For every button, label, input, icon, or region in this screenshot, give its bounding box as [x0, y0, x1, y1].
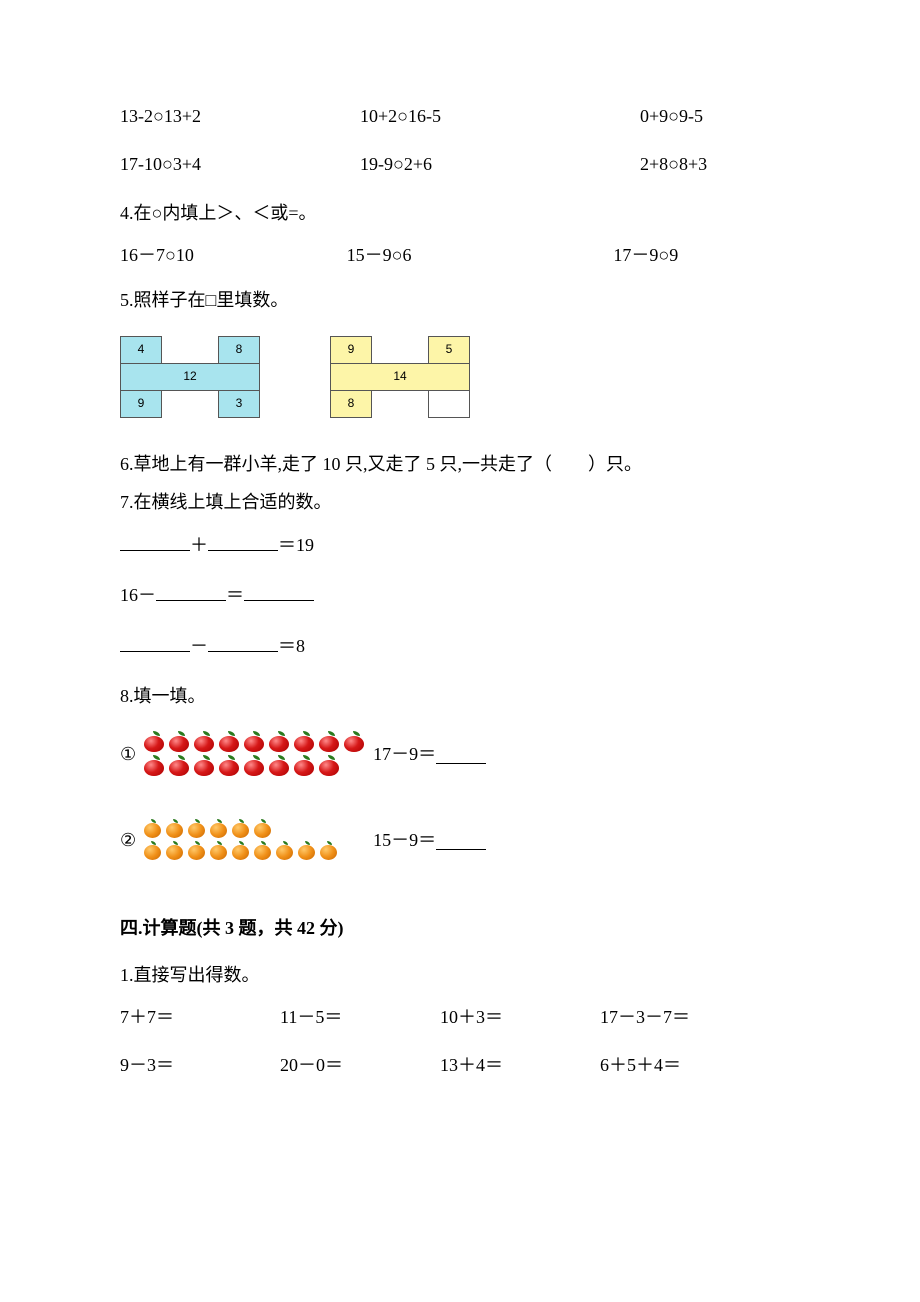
comparison-row-2: 17-10○3+4 19-9○2+6 2+8○8+3 — [120, 148, 800, 180]
eq-suffix: ＝8 — [278, 636, 305, 656]
orange-icon — [296, 840, 318, 862]
expr: 11－5＝ — [280, 1001, 440, 1033]
q7-eq2: 16－＝ — [120, 579, 800, 611]
blank — [120, 531, 190, 551]
orange-icon — [164, 818, 186, 840]
item-label: ② — [120, 824, 136, 856]
blank — [120, 632, 190, 652]
comparison-row-1: 13-2○13+2 10+2○16-5 0+9○9-5 — [120, 100, 800, 132]
cell-bot-right: 3 — [218, 390, 260, 418]
expr: 6＋5＋4＝ — [600, 1049, 780, 1081]
apple-group — [142, 730, 367, 778]
cell-top-left: 9 — [330, 336, 372, 364]
apple-icon — [217, 730, 242, 754]
orange-icon — [252, 840, 274, 862]
q4-items: 16－7○10 15－9○6 17－9○9 — [120, 239, 800, 271]
orange-icon — [186, 840, 208, 862]
apple-icon — [292, 754, 317, 778]
blank — [244, 581, 314, 601]
expr: 13-2○13+2 — [120, 100, 280, 132]
apple-icon — [342, 730, 367, 754]
eq-suffix: ＝19 — [278, 535, 314, 555]
orange-icon — [208, 818, 230, 840]
expr: 17－9○9 — [533, 239, 800, 271]
expr: 17－3－7＝ — [600, 1001, 780, 1033]
blank — [436, 744, 486, 764]
expr: 15－9＝ — [373, 824, 436, 856]
cell-top-right: 5 — [428, 336, 470, 364]
orange-icon — [142, 840, 164, 862]
expr: 7＋7＝ — [120, 1001, 280, 1033]
apple-icon — [192, 754, 217, 778]
eq-prefix: 16－ — [120, 585, 156, 605]
apple-icon — [142, 754, 167, 778]
expr: 15－9○6 — [307, 239, 534, 271]
cell-top-left: 4 — [120, 336, 162, 364]
q5-figure-2: 9 5 14 8 — [330, 336, 470, 418]
expr: 9－3＝ — [120, 1049, 280, 1081]
apple-icon — [242, 730, 267, 754]
apple-icon — [317, 754, 342, 778]
expr: 17－9＝ — [373, 738, 436, 770]
orange-icon — [208, 840, 230, 862]
expr: 0+9○9-5 — [520, 100, 800, 132]
blank — [208, 531, 278, 551]
orange-icon — [142, 818, 164, 840]
cell-bot-left: 8 — [330, 390, 372, 418]
apple-icon — [167, 730, 192, 754]
apple-icon — [167, 754, 192, 778]
cell-mid: 12 — [120, 363, 260, 391]
blank — [156, 581, 226, 601]
orange-icon — [164, 840, 186, 862]
blank — [436, 830, 486, 850]
calc-row-1: 7＋7＝ 11－5＝ 10＋3＝ 17－3－7＝ — [120, 1001, 800, 1033]
q5-figure-1: 4 8 12 9 3 — [120, 336, 260, 418]
q5-figures: 4 8 12 9 3 9 5 14 8 — [120, 336, 800, 418]
cell-bot-right-empty — [428, 390, 470, 418]
s4-q1-prompt: 1.直接写出得数。 — [120, 959, 800, 991]
expr: 2+8○8+3 — [520, 148, 800, 180]
q8-prompt: 8.填一填。 — [120, 680, 800, 712]
orange-icon — [230, 840, 252, 862]
q7-prompt: 7.在横线上填上合适的数。 — [120, 486, 800, 518]
expr: 10＋3＝ — [440, 1001, 600, 1033]
q7-eq3: － ＝8 — [120, 630, 800, 662]
orange-icon — [274, 840, 296, 862]
orange-group — [142, 818, 367, 862]
orange-icon — [186, 818, 208, 840]
apple-icon — [217, 754, 242, 778]
calc-row-2: 9－3＝ 20－0＝ 13＋4＝ 6＋5＋4＝ — [120, 1049, 800, 1081]
cell-top-right: 8 — [218, 336, 260, 364]
blank — [208, 632, 278, 652]
apple-icon — [142, 730, 167, 754]
orange-icon — [318, 840, 340, 862]
expr: 16－7○10 — [120, 239, 307, 271]
q5-prompt: 5.照样子在□里填数。 — [120, 284, 800, 316]
apple-icon — [317, 730, 342, 754]
expr: 19-9○2+6 — [280, 148, 520, 180]
apple-icon — [242, 754, 267, 778]
orange-icon — [230, 818, 252, 840]
cell-bot-left: 9 — [120, 390, 162, 418]
expr: 20－0＝ — [280, 1049, 440, 1081]
expr: 13＋4＝ — [440, 1049, 600, 1081]
apple-icon — [267, 730, 292, 754]
apple-icon — [292, 730, 317, 754]
q7-eq1: ＋＝19 — [120, 529, 800, 561]
expr: 17-10○3+4 — [120, 148, 280, 180]
orange-icon — [252, 818, 274, 840]
item-label: ① — [120, 738, 136, 770]
expr: 10+2○16-5 — [280, 100, 520, 132]
q8-item-2: ② 15－9＝ — [120, 818, 800, 862]
q8-item-1: ① 17－9＝ — [120, 730, 800, 778]
section4-title: 四.计算题(共 3 题，共 42 分) — [120, 912, 800, 944]
cell-mid: 14 — [330, 363, 470, 391]
eq-mid: － — [190, 636, 208, 656]
q4-prompt: 4.在○内填上＞、＜或=。 — [120, 197, 800, 229]
apple-icon — [267, 754, 292, 778]
q6-text: 6.草地上有一群小羊,走了 10 只,又走了 5 只,一共走了（ ）只。 — [120, 448, 800, 480]
apple-icon — [192, 730, 217, 754]
